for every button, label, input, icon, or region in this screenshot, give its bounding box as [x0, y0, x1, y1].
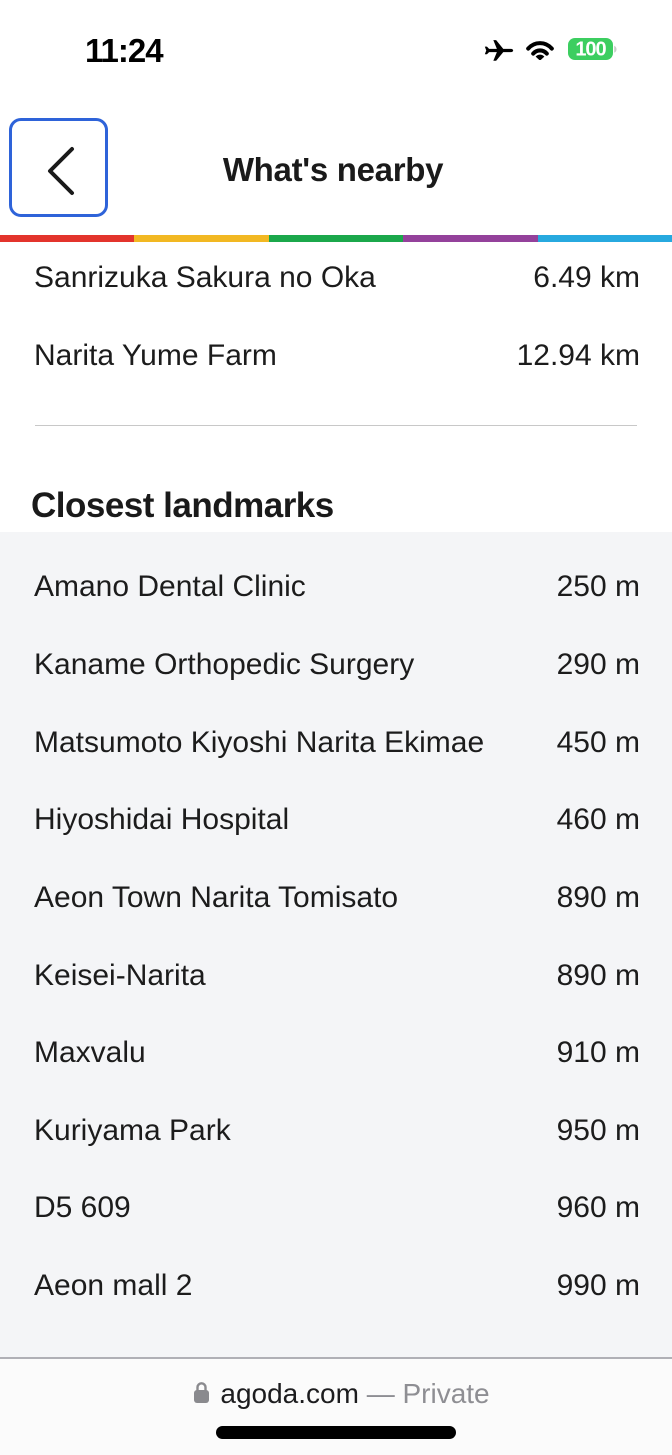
svg-text:100: 100	[575, 39, 606, 60]
